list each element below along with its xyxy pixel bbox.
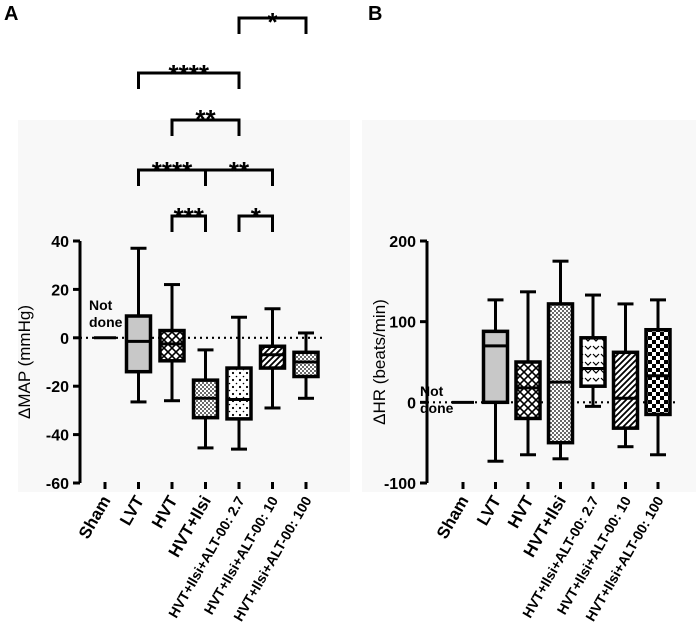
iqr-box (514, 360, 542, 421)
box-hvt-ilsi-alt-00-10-b (611, 302, 640, 449)
box-hvt-b (514, 290, 542, 457)
panel-a-label: A (4, 3, 18, 25)
y-tick-label-a: 40 (51, 234, 69, 251)
significance-bracket-a (137, 71, 241, 89)
box-hvt-ilsi-alt-00-100-a (292, 331, 320, 400)
annotation-done-a: done (89, 314, 123, 330)
box-hvt-ilsi-alt-00-2-7-a (225, 315, 253, 451)
box-hvt-a (158, 283, 186, 403)
iqr-box (124, 314, 153, 374)
significance-label-a: **** (169, 59, 210, 89)
panel-b-label: B (368, 3, 382, 25)
significance-label-a: * (251, 202, 262, 232)
iqr-box (644, 327, 672, 417)
box-hvt-ilsi-alt-00-100-b (644, 298, 672, 457)
x-label-hvt-b: HVT (504, 492, 538, 531)
y-tick-label-a: -40 (46, 428, 69, 445)
box-hvt-ilsi-alt-00-2-7-b (579, 293, 607, 408)
x-label-hvt-a: HVT (148, 492, 182, 531)
iqr-box (611, 350, 640, 430)
significance-bracket-a (170, 118, 241, 136)
box-lvt-b (481, 298, 510, 463)
y-tick-label-b: -100 (384, 476, 416, 493)
box-hvt-ilsi-b (546, 259, 575, 461)
iqr-box (579, 336, 607, 388)
iqr-box (158, 328, 186, 363)
significance-label-a: *** (174, 202, 205, 232)
iqr-box (481, 329, 510, 405)
iqr-box (546, 302, 575, 445)
significance-bracket-a (170, 214, 207, 232)
box-hvt-ilsi-alt-00-10-a (258, 307, 287, 410)
significance-bracket-a (237, 16, 308, 34)
annotation-done-b: done (420, 400, 454, 416)
box-lvt-a (124, 246, 153, 404)
iqr-box (258, 344, 287, 370)
y-tick-label-a: -60 (46, 476, 69, 493)
y-tick-label-b: 200 (389, 234, 416, 251)
x-label-sham-a: Sham (75, 493, 115, 543)
x-label-lvt-b: LVT (473, 492, 505, 529)
annotation-not-a: Not (89, 297, 113, 313)
iqr-box (292, 350, 320, 379)
annotation-not-b: Not (420, 383, 444, 399)
y-axis-title-b: ΔHR (beats/min) (370, 299, 389, 425)
significance-label-a: * (267, 7, 278, 37)
x-label-sham-b: Sham (433, 493, 473, 543)
x-label-lvt-a: LVT (116, 492, 148, 529)
y-tick-label-a: 0 (60, 331, 69, 348)
significance-label-a: ** (229, 156, 250, 186)
significance-bracket-a (237, 214, 274, 232)
box-hvt-ilsi-a (191, 348, 220, 450)
y-tick-label-a: -20 (46, 379, 69, 396)
y-axis-title-a: ΔMAP (mmHg) (15, 305, 34, 419)
significance-label-a: **** (152, 156, 193, 186)
y-tick-label-b: 0 (407, 395, 416, 412)
y-tick-label-b: 100 (389, 315, 416, 332)
y-tick-label-a: 20 (51, 282, 69, 299)
significance-label-a: ** (195, 104, 216, 134)
panel-a-background (18, 120, 350, 492)
significance-bracket-a (204, 168, 274, 186)
iqr-box (225, 366, 253, 421)
